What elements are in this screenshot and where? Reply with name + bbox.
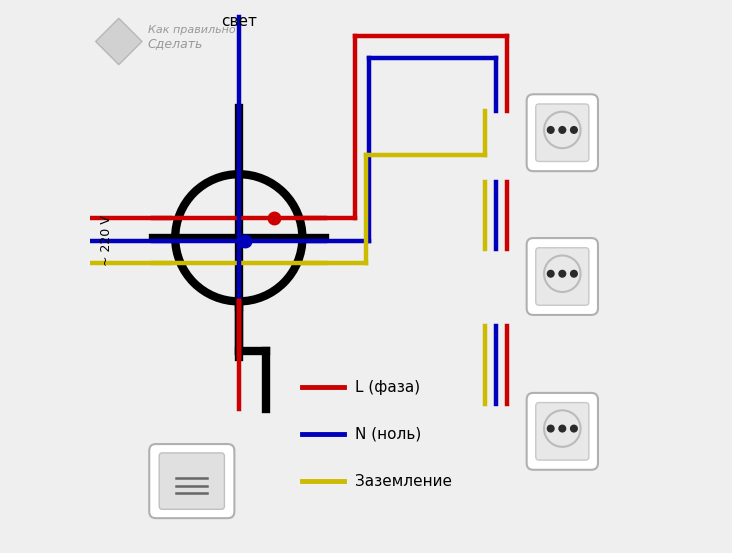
Text: Сделать: Сделать (148, 36, 203, 50)
FancyBboxPatch shape (536, 104, 589, 161)
Text: L (фаза): L (фаза) (355, 379, 420, 395)
FancyBboxPatch shape (536, 403, 589, 460)
Circle shape (571, 425, 578, 432)
Circle shape (548, 270, 554, 277)
Text: ~ 220 V: ~ 220 V (100, 215, 113, 266)
FancyBboxPatch shape (536, 248, 589, 305)
Circle shape (571, 127, 578, 133)
FancyBboxPatch shape (526, 393, 598, 470)
Circle shape (559, 127, 566, 133)
Circle shape (559, 270, 566, 277)
Text: N (ноль): N (ноль) (355, 426, 421, 442)
Circle shape (548, 127, 554, 133)
FancyBboxPatch shape (159, 453, 225, 509)
Circle shape (571, 270, 578, 277)
FancyBboxPatch shape (149, 444, 234, 518)
Polygon shape (96, 18, 142, 65)
Text: Заземление: Заземление (355, 473, 452, 489)
Circle shape (559, 425, 566, 432)
Text: свет: свет (221, 14, 257, 29)
Circle shape (548, 425, 554, 432)
FancyBboxPatch shape (526, 238, 598, 315)
Text: Как правильно: Как правильно (148, 25, 235, 35)
FancyBboxPatch shape (526, 94, 598, 171)
